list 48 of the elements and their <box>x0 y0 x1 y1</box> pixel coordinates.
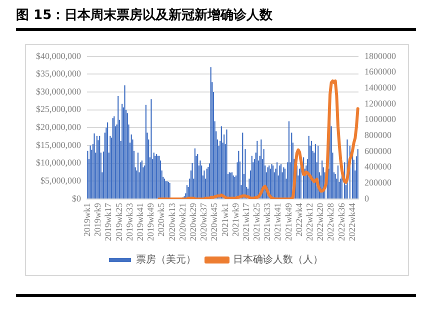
x-tick-label: 2021wk33 <box>262 202 272 241</box>
y-tick-label: $15,000,000 <box>36 140 82 150</box>
x-tick-label: 2021wk9 <box>230 202 240 236</box>
x-tick-label: 2019wk9 <box>92 202 103 236</box>
x-tick-label: 2021wk41 <box>272 203 283 241</box>
legend-label: 票房（美元） <box>136 254 196 266</box>
y2-tick-label: 800000 <box>364 130 392 140</box>
x-tick-label: 2022wk28 <box>326 202 336 241</box>
x-tick-label: 2019wk33 <box>124 202 134 241</box>
x-tick-label: 2021wk25 <box>252 202 262 241</box>
y-tick-label: $30,000,000 <box>36 86 82 96</box>
x-tick-label: 2022wk20 <box>315 202 326 241</box>
y-tick-label: $25,000,000 <box>36 104 82 114</box>
y-tick-label: $10,000,000 <box>36 158 82 168</box>
x-tick-label: 2019wk49 <box>146 202 156 241</box>
x-tick-label: 2021wk1 <box>220 203 230 236</box>
x-tick-label: 2019wk25 <box>114 202 124 241</box>
x-tick-label: 2019wk17 <box>103 202 114 241</box>
y-tick-label: $35,000,000 <box>36 68 82 79</box>
x-tick-label: 2022wk44 <box>346 202 357 241</box>
y-tick-label: $20,000,000 <box>36 122 82 132</box>
y2-tick-label: 1000000 <box>364 114 396 124</box>
y2-tick-label: 400000 <box>364 162 392 172</box>
y2-tick-label: 200000 <box>364 178 392 188</box>
x-tick-label: 2021wk49 <box>283 202 294 241</box>
y2-tick-label: 1200000 <box>364 98 396 108</box>
x-tick-label: 2022wk36 <box>336 202 346 241</box>
y2-tick-label: 1400000 <box>364 82 396 92</box>
legend-label: 日本确诊人数（人） <box>233 254 323 266</box>
y2-tick-label: 1800000 <box>364 50 396 61</box>
x-tick-label: 2022wk12 <box>304 203 315 241</box>
y2-tick-label: 0 <box>364 193 370 204</box>
y-tick-label: $40,000,000 <box>36 50 82 61</box>
x-tick-label: 2019wk41 <box>134 203 145 241</box>
x-tick-label: 2020wk5 <box>156 202 166 236</box>
y2-tick-label: 1600000 <box>364 66 396 77</box>
x-tick-label: 2019wk1 <box>82 203 92 236</box>
x-tick-label: 2020wk37 <box>198 202 209 241</box>
y2-tick-label: 600000 <box>364 146 392 156</box>
x-tick-label: 2021wk17 <box>240 202 251 241</box>
x-tick-label: 2022wk4 <box>294 202 304 236</box>
y-tick-label: $0 <box>72 193 82 204</box>
x-tick-label: 2020wk29 <box>188 202 198 241</box>
y-tick-label: $5,000,000 <box>40 176 82 186</box>
x-tick-label: 2020wk21 <box>177 203 188 241</box>
x-tick-label: 2020wk13 <box>166 202 177 241</box>
x-tick-label: 2020wk45 <box>209 202 220 241</box>
chart-title: 图 15：日本周末票房以及新冠新增确诊人数 <box>16 6 416 31</box>
